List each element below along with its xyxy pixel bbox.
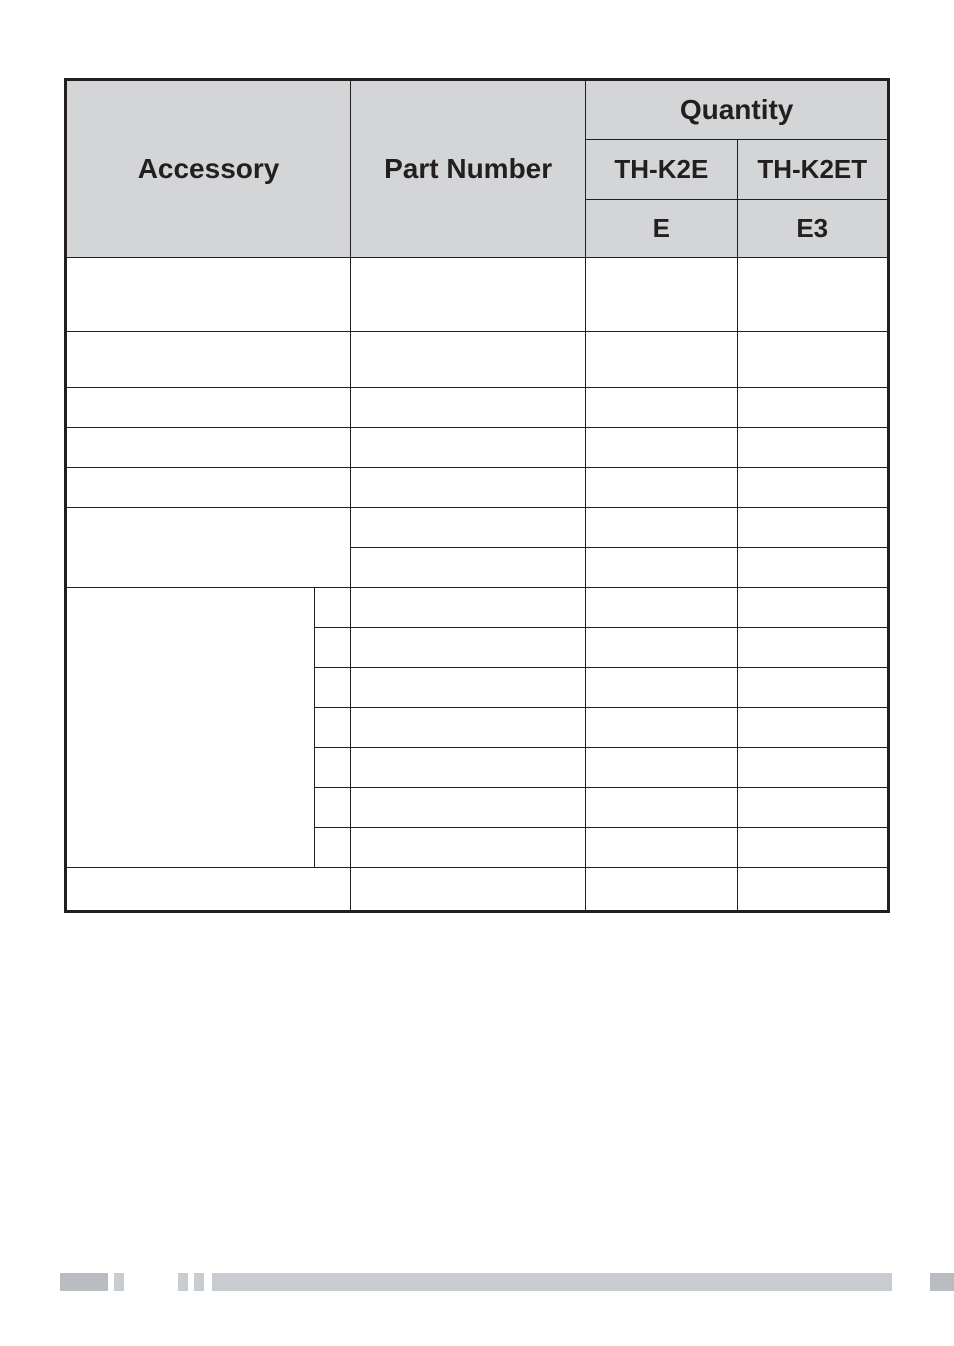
footer-segment xyxy=(930,1273,954,1291)
cell-qty-0 xyxy=(586,258,737,332)
cell-accessory xyxy=(66,332,351,388)
cell-qty-0 xyxy=(586,868,737,912)
footer-segment xyxy=(194,1273,204,1291)
cell-accessory xyxy=(66,388,351,428)
cell-accessory-sub xyxy=(315,628,351,668)
table-body xyxy=(66,258,889,912)
cell-accessory-sub xyxy=(315,748,351,788)
table-row xyxy=(66,508,889,548)
cell-part-number xyxy=(351,548,586,588)
cell-qty-0 xyxy=(586,668,737,708)
cell-qty-1 xyxy=(737,388,888,428)
header-model-0: TH-K2E xyxy=(586,140,737,200)
footer-bar xyxy=(0,1273,954,1291)
header-part-number: Part Number xyxy=(351,80,586,258)
cell-qty-0 xyxy=(586,508,737,548)
cell-qty-1 xyxy=(737,332,888,388)
cell-part-number xyxy=(351,468,586,508)
table-row xyxy=(66,428,889,468)
cell-qty-1 xyxy=(737,828,888,868)
cell-qty-1 xyxy=(737,468,888,508)
accessory-table-container: Accessory Part Number Quantity TH-K2E TH… xyxy=(64,78,890,913)
cell-accessory xyxy=(66,868,351,912)
cell-qty-1 xyxy=(737,868,888,912)
header-quantity: Quantity xyxy=(586,80,889,140)
cell-accessory-sub xyxy=(315,668,351,708)
table-row xyxy=(66,332,889,388)
cell-qty-0 xyxy=(586,332,737,388)
cell-accessory-sub xyxy=(315,588,351,628)
cell-qty-1 xyxy=(737,668,888,708)
header-region-1: E3 xyxy=(737,200,888,258)
cell-qty-1 xyxy=(737,258,888,332)
cell-part-number xyxy=(351,788,586,828)
cell-qty-1 xyxy=(737,788,888,828)
header-model-1: TH-K2ET xyxy=(737,140,888,200)
header-region-0: E xyxy=(586,200,737,258)
header-accessory: Accessory xyxy=(66,80,351,258)
cell-accessory xyxy=(66,508,351,588)
cell-part-number xyxy=(351,332,586,388)
cell-qty-0 xyxy=(586,548,737,588)
footer-segment xyxy=(212,1273,892,1291)
cell-part-number xyxy=(351,508,586,548)
table-row xyxy=(66,468,889,508)
cell-part-number xyxy=(351,668,586,708)
cell-qty-1 xyxy=(737,548,888,588)
cell-qty-0 xyxy=(586,428,737,468)
footer-segment xyxy=(114,1273,124,1291)
cell-qty-0 xyxy=(586,468,737,508)
cell-qty-0 xyxy=(586,628,737,668)
table-header: Accessory Part Number Quantity TH-K2E TH… xyxy=(66,80,889,258)
cell-qty-1 xyxy=(737,748,888,788)
cell-part-number xyxy=(351,588,586,628)
cell-part-number xyxy=(351,258,586,332)
cell-accessory xyxy=(66,258,351,332)
table-row xyxy=(66,868,889,912)
cell-qty-1 xyxy=(737,628,888,668)
cell-accessory-sub xyxy=(315,828,351,868)
table-row xyxy=(66,388,889,428)
cell-part-number xyxy=(351,388,586,428)
cell-accessory xyxy=(66,588,315,868)
cell-qty-1 xyxy=(737,508,888,548)
cell-accessory-sub xyxy=(315,708,351,748)
cell-qty-1 xyxy=(737,708,888,748)
cell-part-number xyxy=(351,828,586,868)
accessory-table: Accessory Part Number Quantity TH-K2E TH… xyxy=(64,78,890,913)
cell-qty-0 xyxy=(586,708,737,748)
cell-qty-0 xyxy=(586,588,737,628)
cell-qty-0 xyxy=(586,748,737,788)
cell-qty-0 xyxy=(586,388,737,428)
cell-part-number xyxy=(351,708,586,748)
table-row xyxy=(66,588,889,628)
cell-accessory xyxy=(66,468,351,508)
cell-accessory xyxy=(66,428,351,468)
footer-segment xyxy=(178,1273,188,1291)
cell-part-number xyxy=(351,428,586,468)
footer-segment xyxy=(60,1273,108,1291)
cell-qty-0 xyxy=(586,828,737,868)
cell-part-number xyxy=(351,868,586,912)
cell-part-number xyxy=(351,748,586,788)
cell-qty-1 xyxy=(737,588,888,628)
cell-part-number xyxy=(351,628,586,668)
cell-qty-1 xyxy=(737,428,888,468)
table-row xyxy=(66,258,889,332)
cell-accessory-sub xyxy=(315,788,351,828)
cell-qty-0 xyxy=(586,788,737,828)
